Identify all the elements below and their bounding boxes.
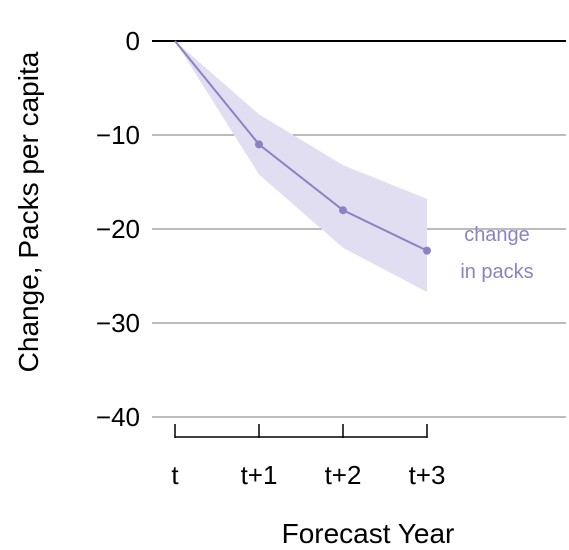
y-tick-label-1: −10 bbox=[96, 120, 140, 150]
confidence-band bbox=[175, 41, 427, 292]
x-tick-label-3: t+3 bbox=[409, 460, 446, 490]
data-point-2 bbox=[339, 206, 347, 215]
y-tick-labels: 0 −10 −20 −30 −40 bbox=[96, 26, 140, 432]
annotation-line-1: change bbox=[464, 224, 530, 246]
y-tick-label-4: −40 bbox=[96, 402, 140, 432]
annotation-line-2: in packs bbox=[460, 261, 533, 283]
y-tick-label-2: −20 bbox=[96, 214, 140, 244]
confidence-band-layer bbox=[175, 41, 427, 292]
data-point-1 bbox=[255, 140, 263, 149]
series-line-layer bbox=[174, 40, 431, 255]
axes bbox=[174, 424, 428, 438]
x-tick-label-2: t+2 bbox=[325, 460, 362, 490]
series-line bbox=[174, 40, 428, 252]
y-axis-title: Change, Packs per capita bbox=[13, 51, 44, 372]
data-point-3 bbox=[423, 246, 431, 255]
y-tick-label-0: 0 bbox=[126, 26, 140, 56]
y-tick-label-3: −30 bbox=[96, 308, 140, 338]
x-tick-label-0: t bbox=[171, 460, 179, 490]
x-tick-labels: t t+1 t+2 t+3 bbox=[171, 460, 445, 490]
x-axis-title: Forecast Year bbox=[282, 518, 455, 549]
x-tick-label-1: t+1 bbox=[241, 460, 278, 490]
